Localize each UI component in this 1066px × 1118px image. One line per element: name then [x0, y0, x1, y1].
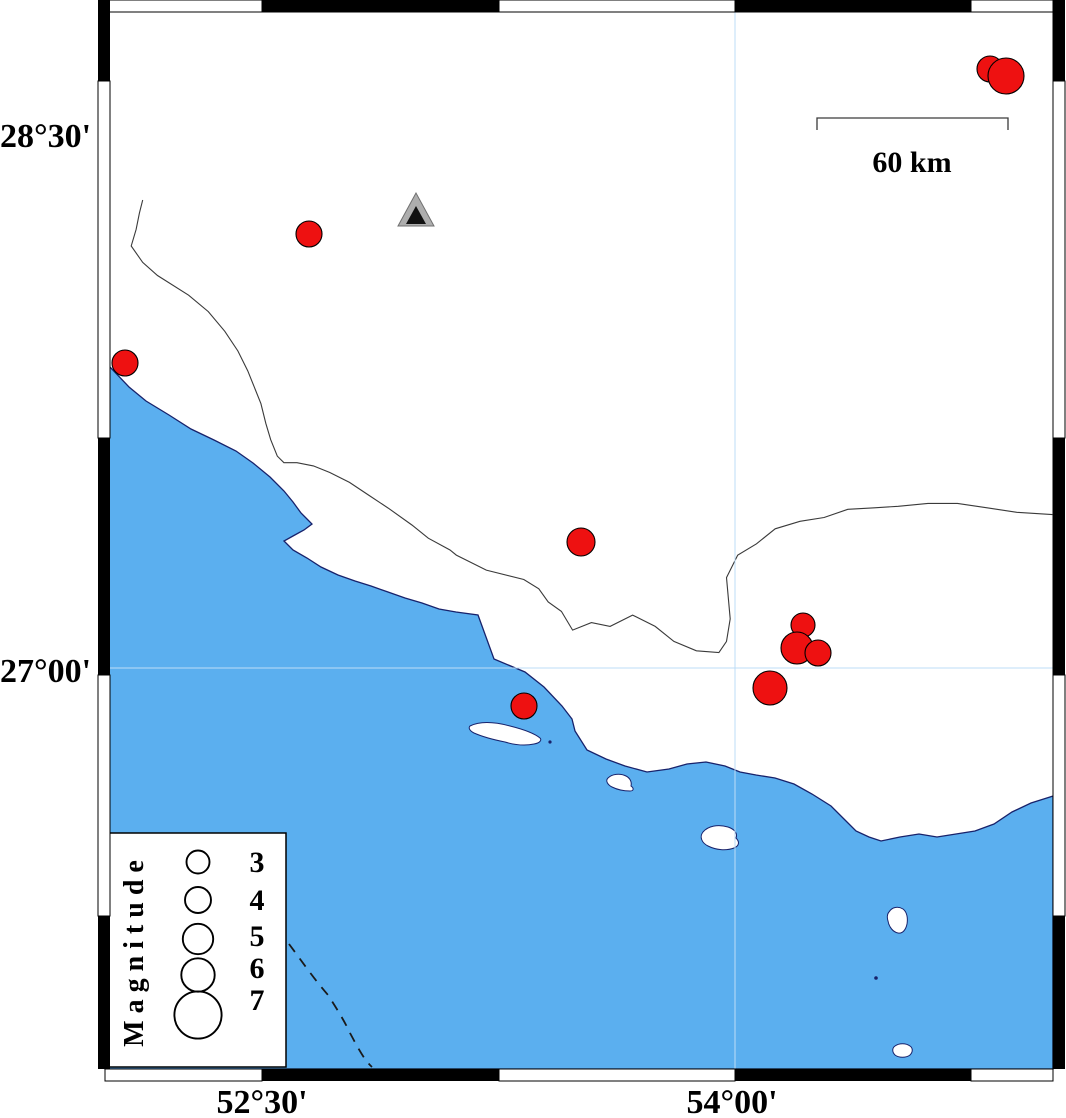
svg-text:54°00': 54°00'	[686, 1084, 777, 1118]
svg-text:5: 5	[250, 920, 265, 953]
svg-text:60 km: 60 km	[872, 146, 951, 179]
svg-text:28°30': 28°30'	[0, 118, 91, 155]
svg-text:27°00': 27°00'	[0, 653, 91, 690]
svg-text:6: 6	[250, 952, 265, 985]
svg-text:3: 3	[250, 846, 265, 879]
svg-text:Magnitude: Magnitude	[119, 853, 150, 1047]
svg-text:52°30': 52°30'	[216, 1084, 307, 1118]
svg-text:4: 4	[250, 884, 265, 917]
svg-text:7: 7	[250, 984, 265, 1017]
